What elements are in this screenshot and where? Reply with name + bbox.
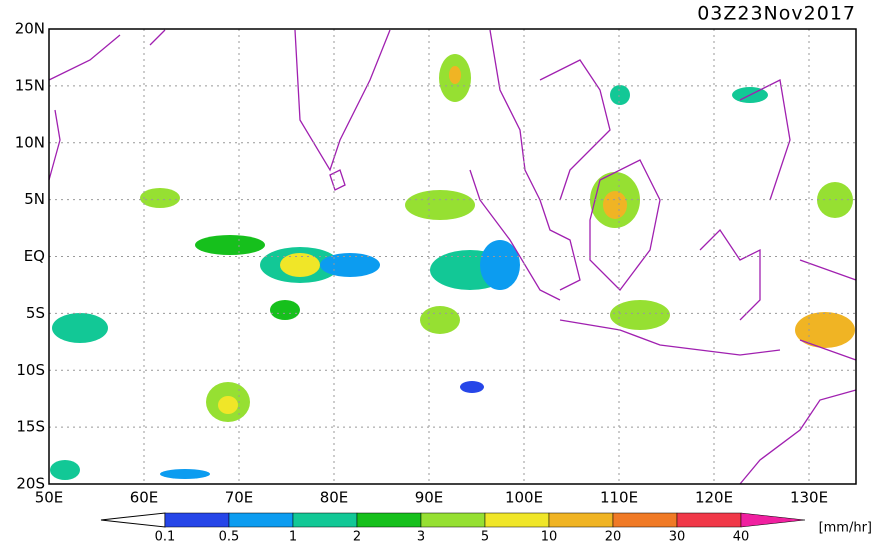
precip (195, 235, 265, 255)
lon-label: 110E (600, 489, 638, 507)
coastline (48, 29, 391, 181)
colorbar-label: 0.5 (219, 530, 240, 545)
lon-label: 120E (695, 489, 733, 507)
lon-label: 60E (130, 489, 159, 507)
colorbar-label: 5 (481, 530, 489, 545)
colorbar-label: 0.1 (155, 530, 176, 545)
map-title: 03Z23Nov2017 (697, 3, 856, 25)
lat-label: 15N (15, 76, 45, 94)
precip (270, 300, 300, 320)
colorbar-label: 40 (733, 530, 750, 545)
precip (420, 306, 460, 334)
map-frame (48, 28, 857, 485)
coastline (469, 29, 581, 301)
colorbar (100, 512, 806, 528)
colorbar-box (420, 512, 486, 528)
colorbar-label: 1 (289, 530, 297, 545)
coastline (329, 169, 346, 191)
lat-label: EQ (24, 247, 45, 265)
precip (449, 66, 461, 84)
precip (160, 469, 210, 479)
coastline (539, 59, 661, 291)
lon-label: 50E (35, 489, 64, 507)
lon-label: 70E (225, 489, 254, 507)
precip (460, 381, 484, 393)
colorbar-label: 3 (417, 530, 425, 545)
lon-label: 80E (320, 489, 349, 507)
lon-label: 130E (790, 489, 828, 507)
precip (480, 240, 520, 290)
colorbar-over (740, 512, 806, 528)
colorbar-unit: [mm/hr] (819, 521, 872, 536)
colorbar-box (612, 512, 678, 528)
coastlines (48, 29, 857, 485)
colorbar-box (484, 512, 550, 528)
lat-label: 10S (16, 361, 45, 379)
colorbar-box (228, 512, 294, 528)
precip (50, 460, 80, 480)
colorbar-box (164, 512, 230, 528)
lon-label: 100E (505, 489, 543, 507)
colorbar-box (676, 512, 742, 528)
precip-areas (50, 54, 855, 480)
precip (405, 190, 475, 220)
colorbar-label: 20 (605, 530, 622, 545)
colorbar-label: 30 (669, 530, 686, 545)
lon-label: 90E (415, 489, 444, 507)
precip (52, 313, 108, 343)
lat-label: 10N (15, 133, 45, 151)
precip (320, 253, 380, 277)
lat-label: 5S (26, 304, 45, 322)
colorbar-box (356, 512, 422, 528)
precip (140, 188, 180, 208)
colorbar-box (292, 512, 358, 528)
precip (218, 396, 238, 414)
lat-label: 5N (24, 190, 45, 208)
colorbar-label: 2 (353, 530, 361, 545)
colorbar-under (100, 512, 166, 528)
lat-label: 20S (16, 475, 45, 493)
precip (795, 312, 855, 348)
lat-label: 20N (15, 20, 45, 38)
coastline (559, 79, 857, 485)
colorbar-label: 10 (541, 530, 558, 545)
colorbar-box (548, 512, 614, 528)
precip (610, 300, 670, 330)
precip (603, 191, 627, 219)
precip (280, 253, 320, 277)
grid (49, 29, 856, 484)
lat-label: 15S (16, 418, 45, 436)
precip (610, 85, 630, 105)
